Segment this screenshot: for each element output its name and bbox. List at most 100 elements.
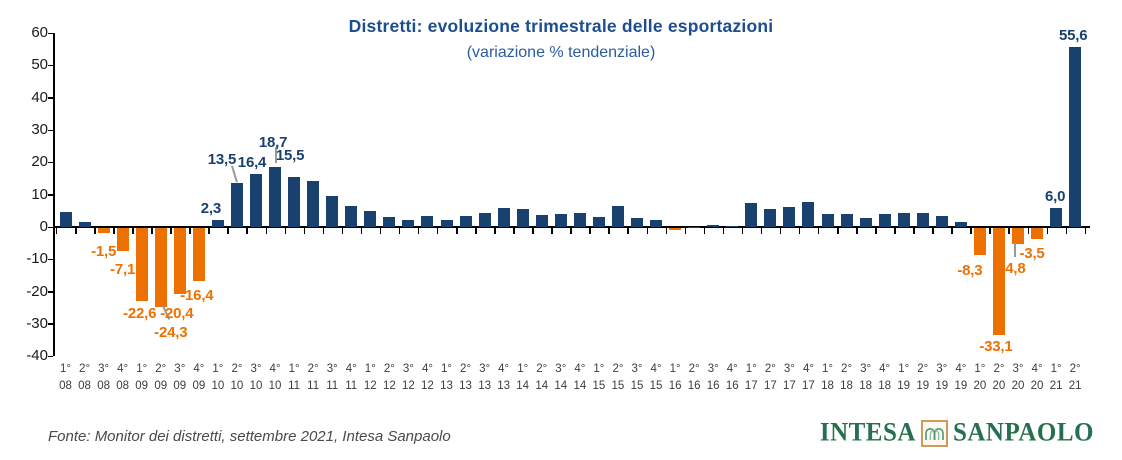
x-label-year: 08: [59, 380, 72, 392]
x-label-year: 11: [288, 380, 301, 392]
x-label-year: 16: [687, 380, 701, 392]
x-label-quarter: 1°: [288, 363, 300, 375]
x-label-quarter: 3°: [250, 363, 262, 375]
x-axis-label: 1° 17: [740, 361, 762, 395]
x-label-year: 09: [173, 380, 187, 392]
x-label-year: 17: [763, 380, 777, 392]
x-axis-label: 1° 08: [55, 361, 77, 395]
x-axis-label: 4° 12: [416, 361, 438, 395]
x-label-quarter: 4°: [345, 363, 357, 375]
bar: [992, 228, 1005, 336]
x-axis-label: 3° 17: [778, 361, 800, 395]
y-axis-label: -20: [26, 282, 48, 300]
x-axis-label: 4° 16: [721, 361, 743, 395]
x-label-year: 19: [916, 380, 930, 392]
x-axis-tick: [322, 228, 325, 234]
x-label-quarter: 1°: [212, 363, 224, 375]
bar: [459, 216, 472, 227]
x-axis-label: 2° 16: [683, 361, 705, 395]
x-axis-label: 4° 17: [797, 361, 819, 395]
bar-value-label: 18,7: [258, 133, 288, 151]
x-label-quarter: 4°: [879, 363, 891, 375]
x-label-year: 18: [859, 380, 872, 392]
x-axis-tick: [494, 228, 496, 234]
x-label-quarter: 3°: [1012, 363, 1024, 375]
x-axis-tick: [798, 228, 801, 234]
x-axis-label: 1° 18: [817, 361, 839, 395]
x-axis-tick: [1027, 228, 1030, 234]
x-axis-tick: [1084, 228, 1087, 234]
x-label-year: 20: [992, 380, 1006, 392]
x-label-year: 11: [307, 380, 320, 392]
x-axis-label: 2° 08: [74, 361, 96, 395]
bar: [154, 228, 167, 307]
x-label-year: 17: [782, 380, 796, 392]
label-leader-line: [1014, 243, 1016, 257]
chart-subtitle: (variazione % tendenziale): [466, 44, 656, 61]
x-axis-tick: [646, 228, 649, 234]
x-axis-tick: [951, 228, 953, 234]
x-axis-tick: [75, 228, 77, 234]
bar: [173, 228, 186, 294]
x-axis-tick: [703, 228, 706, 234]
x-axis-tick: [741, 228, 744, 234]
x-label-quarter: 1°: [517, 363, 529, 375]
bar-value-label: -33,1: [979, 338, 1013, 356]
x-axis-tick: [875, 228, 877, 234]
x-label-quarter: 2°: [536, 363, 548, 375]
bar: [954, 221, 967, 227]
x-axis-label: 2° 19: [912, 361, 934, 395]
x-axis-label: 3° 12: [397, 361, 419, 395]
aqueduct-arches-icon: [920, 419, 948, 447]
x-axis-label: 4° 10: [264, 361, 286, 395]
bar: [878, 214, 891, 227]
bar: [211, 219, 224, 227]
x-label-year: 10: [268, 380, 282, 392]
bar-value-label: -22,6: [123, 305, 157, 323]
x-axis-label: 2° 21: [1064, 361, 1086, 395]
x-label-year: 19: [935, 380, 949, 392]
y-axis-label: 60: [31, 24, 48, 41]
bar-value-label: 16,4: [237, 153, 267, 171]
x-axis-tick: [475, 228, 477, 234]
y-axis-tick: [48, 226, 53, 228]
y-axis-tick: [48, 97, 53, 99]
x-axis-label: 1° 16: [664, 361, 686, 395]
bar-value-label: 2,3: [200, 199, 222, 217]
x-label-quarter: 3°: [783, 363, 795, 375]
x-axis-tick: [1065, 228, 1068, 234]
x-label-year: 21: [1068, 380, 1082, 392]
x-label-year: 11: [326, 380, 339, 392]
y-axis-tick: [48, 32, 53, 34]
x-label-quarter: 2°: [307, 363, 319, 375]
bar: [535, 215, 548, 227]
bar: [116, 228, 129, 251]
x-axis-label: 3° 14: [550, 361, 572, 395]
x-axis-tick: [722, 228, 725, 234]
bar: [78, 221, 91, 227]
x-axis-label: 2° 11: [302, 361, 324, 395]
x-label-year: 20: [1011, 380, 1025, 392]
x-label-year: 14: [554, 380, 568, 392]
bar: [821, 214, 834, 227]
x-label-quarter: 3°: [860, 363, 872, 375]
x-label-year: 09: [192, 380, 206, 392]
x-label-quarter: 3°: [555, 363, 567, 375]
x-label-year: 18: [840, 380, 853, 392]
x-axis-tick: [341, 228, 344, 234]
y-axis-tick: [48, 194, 53, 196]
x-label-year: 14: [516, 380, 530, 392]
x-axis-tick: [246, 228, 248, 234]
x-axis-tick: [970, 228, 972, 234]
bar: [707, 225, 720, 227]
x-label-quarter: 2°: [917, 363, 929, 375]
x-axis-label: 2° 10: [226, 361, 248, 395]
x-label-quarter: 2°: [764, 363, 776, 375]
x-label-year: 20: [973, 380, 987, 392]
x-label-quarter: 4°: [193, 363, 205, 375]
bar: [478, 212, 491, 227]
bar: [745, 203, 758, 227]
x-label-quarter: 1°: [60, 363, 71, 375]
x-axis-tick: [132, 228, 134, 234]
